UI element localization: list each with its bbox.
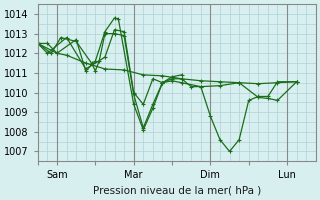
- X-axis label: Pression niveau de la mer( hPa ): Pression niveau de la mer( hPa ): [93, 186, 261, 196]
